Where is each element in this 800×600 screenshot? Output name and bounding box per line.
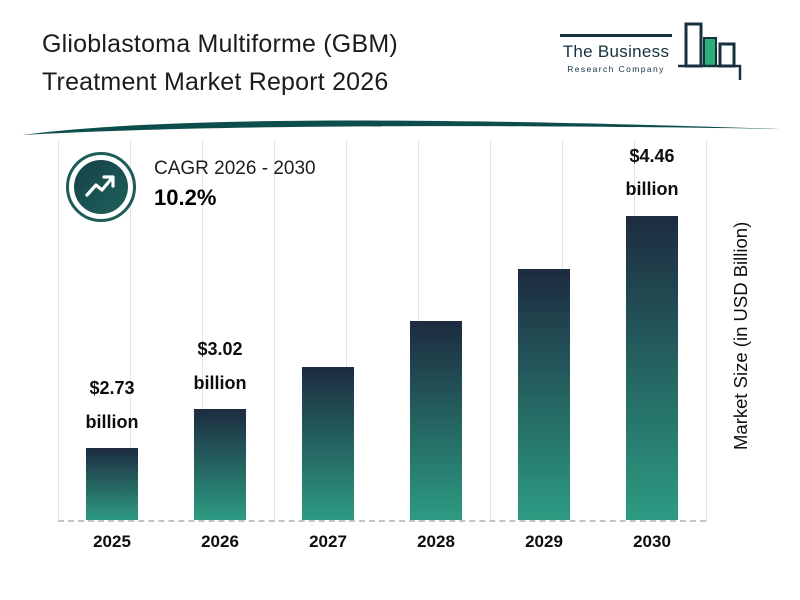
divider-swoosh	[22, 120, 780, 135]
cagr-label: CAGR 2026 - 2030	[154, 158, 316, 179]
logo-subname: Research Company	[567, 64, 665, 74]
growth-arrow-icon	[66, 152, 136, 222]
bar-value-label-2030: $4.46 billion	[625, 146, 679, 200]
bar-column-2028	[382, 140, 490, 520]
cagr-value: 10.2%	[154, 185, 217, 210]
x-axis-label-2029: 2029	[525, 532, 563, 551]
trend-up-arrow-icon	[85, 175, 115, 197]
cagr-badge: CAGR 2026 - 2030 10.2%	[66, 152, 316, 222]
bar-column-2025: $2.73 billion	[58, 140, 166, 520]
cagr-text: CAGR 2026 - 2030 10.2%	[154, 152, 316, 211]
bar-value-label-2026: $3.02 billion	[193, 339, 247, 393]
company-logo-text: The Business Research Company	[560, 34, 672, 74]
bar-2027	[302, 367, 354, 520]
bar-2025	[86, 448, 138, 520]
bar-column-2030: $4.46 billion	[598, 140, 706, 520]
bar-value-label-2025: $2.73 billion	[85, 378, 139, 432]
bar-2026	[194, 409, 246, 520]
bar-column-2026: $3.02 billion	[166, 140, 274, 520]
page-title: Glioblastoma Multiforme (GBM) Treatment …	[42, 26, 398, 101]
bar-plot: $2.73 billion $3.02 billion $4.46 billion	[58, 140, 706, 522]
gridlines	[58, 140, 707, 522]
bar-2028	[410, 321, 462, 520]
y-axis-title: Market Size (in USD Billion)	[730, 221, 751, 451]
growth-arrow-icon-inner	[74, 160, 128, 214]
bar-column-2029	[490, 140, 598, 520]
bar-column-2027	[274, 140, 382, 520]
x-axis-label-2025: 2025	[93, 532, 131, 551]
bar-chart-logo-icon	[678, 22, 742, 80]
x-axis: 2025 2026 2027 2028 2029 2030	[58, 532, 706, 552]
x-axis-label-2028: 2028	[417, 532, 455, 551]
bar-2029	[518, 269, 570, 520]
company-logo: The Business Research Company	[560, 22, 748, 84]
bar-2030	[626, 215, 678, 520]
x-axis-label-2026: 2026	[201, 532, 239, 551]
page-title-line2: Treatment Market Report 2026	[42, 67, 389, 96]
logo-name: The Business	[562, 42, 670, 61]
x-axis-label-2030: 2030	[633, 532, 671, 551]
x-axis-label-2027: 2027	[309, 532, 347, 551]
page-title-line1: Glioblastoma Multiforme (GBM)	[42, 30, 398, 58]
